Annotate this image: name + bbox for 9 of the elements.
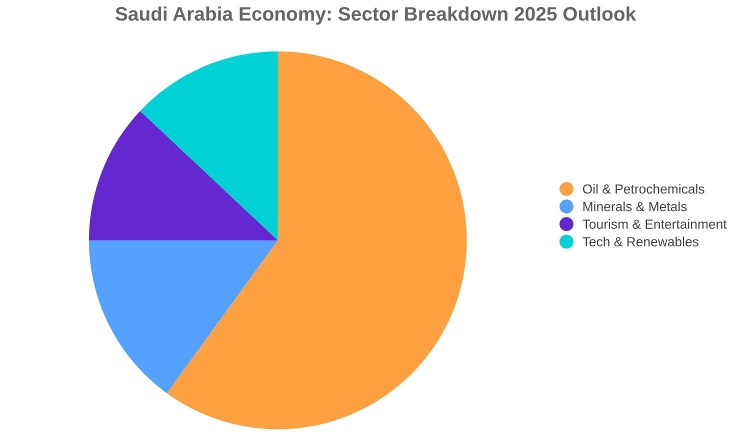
chart-title: Saudi Arabia Economy: Sector Breakdown 2025 Outlook [115,6,636,25]
legend-label: Minerals & Metals [583,202,687,212]
pie-slice [88,111,278,240]
legend-label: Tourism & Entertainment [582,219,727,229]
legend-label: Tech & Renewables [582,236,698,246]
legend-label: Oil & Petrochemicals [582,184,704,194]
pie-slice [166,51,467,430]
pie-slice [88,240,278,394]
pie-slice [140,51,278,240]
